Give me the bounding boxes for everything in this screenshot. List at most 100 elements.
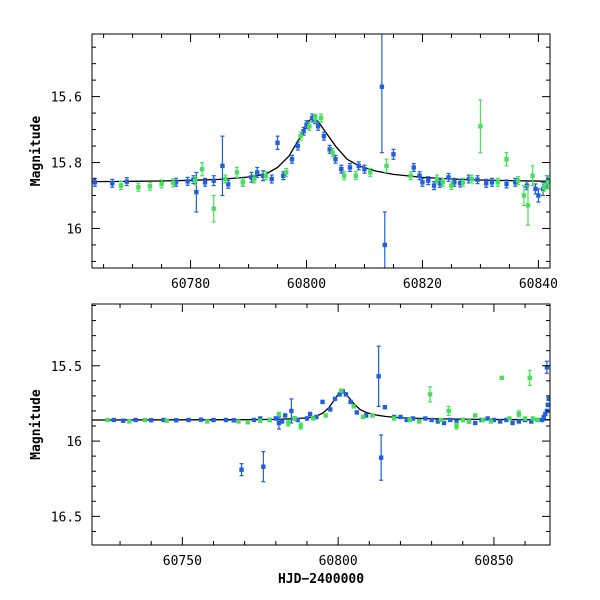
marker: [186, 417, 191, 423]
marker: [525, 203, 531, 208]
marker: [527, 375, 532, 381]
marker: [286, 420, 291, 426]
marker: [310, 115, 315, 121]
data-point: [332, 396, 338, 402]
marker: [533, 186, 538, 192]
data-point: [417, 171, 422, 181]
data-point: [542, 182, 547, 192]
marker: [473, 420, 478, 426]
data-point: [398, 414, 403, 420]
marker: [111, 417, 117, 423]
marker: [504, 181, 509, 187]
marker: [321, 133, 327, 139]
marker: [480, 417, 486, 423]
marker: [515, 178, 521, 183]
data-point: [276, 416, 282, 430]
y-tick-label: 16: [66, 222, 82, 237]
data-point: [170, 178, 176, 188]
marker: [295, 417, 300, 423]
marker: [488, 419, 494, 424]
data-point: [295, 417, 300, 423]
data-point: [267, 417, 272, 423]
marker: [289, 157, 295, 162]
data-point: [295, 141, 301, 151]
marker: [378, 455, 384, 460]
marker: [437, 181, 443, 186]
marker: [354, 410, 360, 415]
marker: [231, 418, 236, 423]
marker: [431, 183, 437, 188]
marker: [473, 413, 478, 418]
data-point: [376, 345, 381, 408]
data-point: [360, 414, 366, 420]
marker: [489, 180, 495, 185]
marker: [454, 419, 459, 424]
data-point: [354, 410, 360, 415]
marker: [348, 399, 353, 405]
x-tick-label: 60820: [403, 277, 442, 292]
marker: [205, 419, 210, 424]
marker: [330, 150, 335, 155]
data-point: [307, 411, 313, 417]
marker: [273, 416, 279, 421]
marker: [276, 420, 282, 426]
data-point: [410, 416, 416, 421]
data-point: [516, 410, 522, 418]
marker: [142, 417, 148, 423]
x-axis: 60750 60800 60850: [119, 304, 526, 569]
data-point: [530, 165, 535, 187]
marker: [446, 408, 451, 414]
data-point: [92, 177, 98, 187]
marker: [260, 173, 266, 178]
data-point: [347, 162, 353, 173]
data-point: [173, 418, 179, 423]
data-point: [318, 113, 324, 123]
data-point: [211, 194, 216, 223]
data-point: [220, 135, 225, 197]
data-point: [205, 419, 210, 424]
marker: [136, 185, 141, 190]
marker: [279, 419, 285, 424]
marker: [522, 416, 528, 421]
data-point: [282, 413, 288, 418]
marker: [327, 147, 332, 152]
marker: [110, 181, 115, 186]
marker: [435, 419, 441, 424]
marker: [427, 392, 433, 397]
marker: [337, 392, 342, 397]
data-point: [466, 419, 472, 424]
marker: [261, 464, 266, 469]
series-blue: [111, 345, 550, 483]
marker: [164, 418, 169, 423]
marker: [457, 180, 463, 186]
data-point: [298, 131, 303, 141]
marker: [269, 176, 274, 182]
marker: [417, 173, 422, 178]
marker: [475, 177, 480, 182]
marker: [173, 418, 179, 423]
data-point: [192, 176, 198, 186]
data-point: [384, 158, 389, 174]
data-point: [382, 404, 388, 410]
marker: [529, 419, 534, 424]
data-point: [507, 416, 512, 421]
marker: [202, 180, 208, 185]
x-tick-label: 60750: [163, 554, 202, 569]
data-point: [304, 416, 310, 421]
data-point: [382, 211, 387, 268]
data-point: [535, 417, 540, 423]
data-point: [105, 417, 110, 423]
data-point: [530, 416, 536, 421]
marker: [313, 115, 318, 121]
marker: [516, 411, 522, 417]
data-point: [313, 113, 318, 123]
marker: [159, 181, 164, 187]
data-point: [426, 176, 431, 186]
data-point: [521, 185, 527, 206]
data-point: [499, 375, 504, 381]
y-axis-title: Magnitude: [29, 389, 44, 460]
marker: [173, 180, 179, 185]
marker: [398, 414, 403, 420]
marker: [368, 170, 373, 175]
